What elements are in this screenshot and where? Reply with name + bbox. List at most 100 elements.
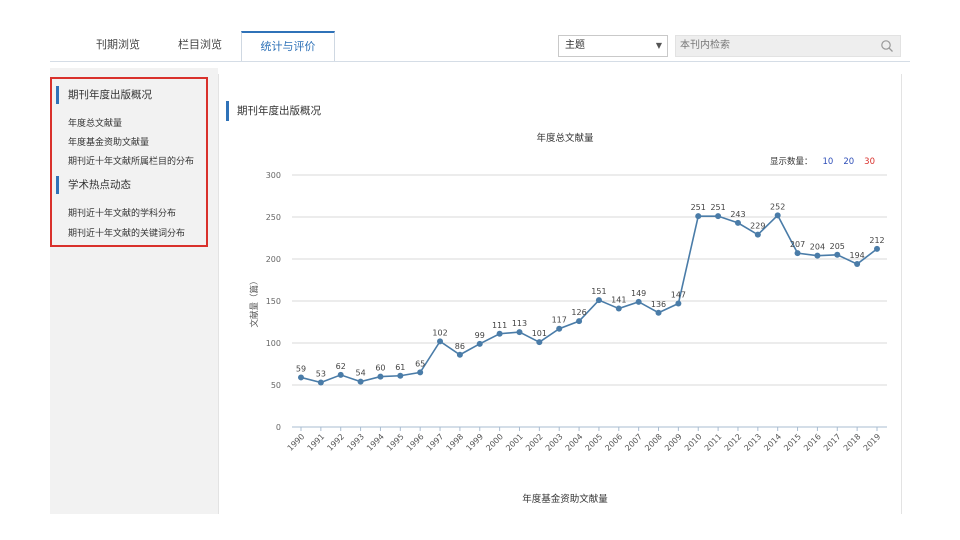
x-tick-label: 2008 bbox=[643, 432, 664, 453]
show-count-label: 显示数量： bbox=[770, 157, 813, 167]
x-tick-label: 2000 bbox=[484, 432, 505, 453]
x-tick-label: 2001 bbox=[504, 432, 525, 453]
x-tick-label: 2002 bbox=[524, 432, 545, 453]
data-point bbox=[874, 245, 880, 252]
data-point bbox=[834, 251, 841, 258]
x-tick-label: 1990 bbox=[286, 432, 307, 453]
data-label: 205 bbox=[830, 242, 845, 251]
data-label: 65 bbox=[415, 359, 425, 368]
y-tick-label: 100 bbox=[266, 339, 281, 348]
data-point bbox=[635, 298, 642, 305]
tab-issue-browse[interactable]: 刊期浏览 bbox=[96, 38, 140, 51]
data-point bbox=[377, 373, 384, 380]
search-icon[interactable] bbox=[880, 39, 894, 53]
data-point bbox=[456, 351, 463, 358]
search-field-select[interactable]: 主题 ▼ bbox=[558, 35, 668, 57]
chart-title: 年度总文献量 bbox=[536, 133, 594, 144]
data-label: 147 bbox=[671, 291, 686, 300]
data-point bbox=[794, 250, 801, 257]
data-point bbox=[754, 231, 761, 238]
data-label: 243 bbox=[730, 210, 745, 219]
data-point bbox=[357, 378, 364, 385]
data-label: 204 bbox=[810, 243, 825, 252]
data-label: 113 bbox=[512, 319, 527, 328]
data-label: 102 bbox=[432, 328, 447, 337]
show-count-control: 显示数量： 10 20 30 bbox=[770, 155, 875, 167]
show-count-30[interactable]: 30 bbox=[864, 157, 875, 167]
data-label: 62 bbox=[336, 362, 346, 371]
data-label: 141 bbox=[611, 296, 626, 305]
data-label: 229 bbox=[750, 222, 765, 231]
data-label: 212 bbox=[869, 236, 884, 245]
x-tick-label: 2018 bbox=[842, 432, 863, 453]
data-point bbox=[774, 212, 781, 219]
data-label: 251 bbox=[710, 203, 725, 212]
data-point bbox=[437, 338, 444, 345]
sidebar-section-publication[interactable]: 期刊年度出版概况 bbox=[56, 86, 152, 104]
sidebar-item-funded-docs[interactable]: 年度基金资助文献量 bbox=[68, 138, 150, 148]
x-tick-label: 2013 bbox=[742, 432, 763, 453]
data-point bbox=[854, 261, 861, 268]
data-label: 149 bbox=[631, 289, 646, 298]
x-tick-label: 1994 bbox=[365, 432, 386, 453]
y-axis-label: 文献量（篇） bbox=[249, 276, 260, 327]
show-count-10[interactable]: 10 bbox=[822, 157, 834, 167]
data-label: 251 bbox=[691, 203, 706, 212]
tab-divider bbox=[50, 61, 910, 62]
x-tick-label: 2004 bbox=[564, 432, 585, 453]
tab-column-browse[interactable]: 栏目浏览 bbox=[178, 38, 222, 51]
main-panel bbox=[218, 74, 902, 514]
data-point bbox=[576, 318, 583, 325]
data-point bbox=[516, 329, 523, 336]
sidebar-item-column-dist[interactable]: 期刊近十年文献所属栏目的分布 bbox=[68, 157, 195, 167]
data-point bbox=[655, 309, 662, 316]
x-tick-label: 2003 bbox=[544, 432, 565, 453]
sidebar-section-hotspots[interactable]: 学术热点动态 bbox=[56, 176, 131, 194]
sidebar-item-total-docs[interactable]: 年度总文献量 bbox=[68, 119, 123, 129]
data-label: 61 bbox=[395, 363, 405, 372]
bottom-strip bbox=[50, 514, 910, 540]
data-point bbox=[556, 325, 563, 332]
data-point bbox=[615, 305, 622, 312]
y-tick-label: 0 bbox=[276, 423, 281, 432]
y-tick-label: 50 bbox=[271, 381, 281, 390]
highlight-box bbox=[50, 77, 208, 247]
x-tick-label: 2012 bbox=[723, 432, 744, 453]
y-tick-label: 250 bbox=[266, 213, 281, 222]
x-tick-label: 2019 bbox=[862, 432, 883, 453]
y-tick-label: 200 bbox=[266, 255, 281, 264]
x-tick-label: 2009 bbox=[663, 432, 684, 453]
search-input[interactable]: 本刊内检索 bbox=[675, 35, 901, 57]
x-tick-label: 2014 bbox=[762, 432, 783, 453]
bottom-chart-title: 年度基金资助文献量 bbox=[522, 494, 608, 505]
x-tick-label: 1995 bbox=[385, 432, 406, 453]
x-tick-label: 2016 bbox=[802, 432, 823, 453]
data-point bbox=[337, 371, 344, 378]
x-tick-label: 2017 bbox=[822, 432, 843, 453]
x-tick-label: 2005 bbox=[584, 432, 605, 453]
data-point bbox=[595, 297, 602, 304]
data-point bbox=[397, 372, 404, 379]
data-label: 117 bbox=[552, 316, 567, 325]
data-label: 86 bbox=[455, 342, 465, 351]
data-point bbox=[317, 379, 324, 386]
data-point bbox=[476, 340, 483, 347]
data-label: 111 bbox=[492, 321, 507, 330]
sidebar-item-subject-dist[interactable]: 期刊近十年文献的学科分布 bbox=[68, 209, 177, 219]
page-title: 期刊年度出版概况 bbox=[226, 101, 321, 121]
data-point bbox=[695, 213, 702, 220]
dropdown-arrow-icon: ▼ bbox=[655, 41, 662, 50]
data-label: 151 bbox=[591, 287, 606, 296]
data-point bbox=[298, 374, 304, 381]
tab-statistics[interactable]: 统计与评价 bbox=[241, 31, 335, 61]
data-point bbox=[814, 252, 821, 259]
sidebar-item-keyword-dist[interactable]: 期刊近十年文献的关键词分布 bbox=[68, 229, 186, 239]
x-tick-label: 1992 bbox=[325, 432, 346, 453]
data-label: 136 bbox=[651, 300, 666, 309]
sidebar bbox=[50, 68, 218, 514]
search-placeholder: 本刊内检索 bbox=[680, 40, 730, 51]
x-tick-label: 1998 bbox=[445, 432, 466, 453]
show-count-20[interactable]: 20 bbox=[843, 157, 855, 167]
x-tick-label: 2010 bbox=[683, 432, 704, 453]
